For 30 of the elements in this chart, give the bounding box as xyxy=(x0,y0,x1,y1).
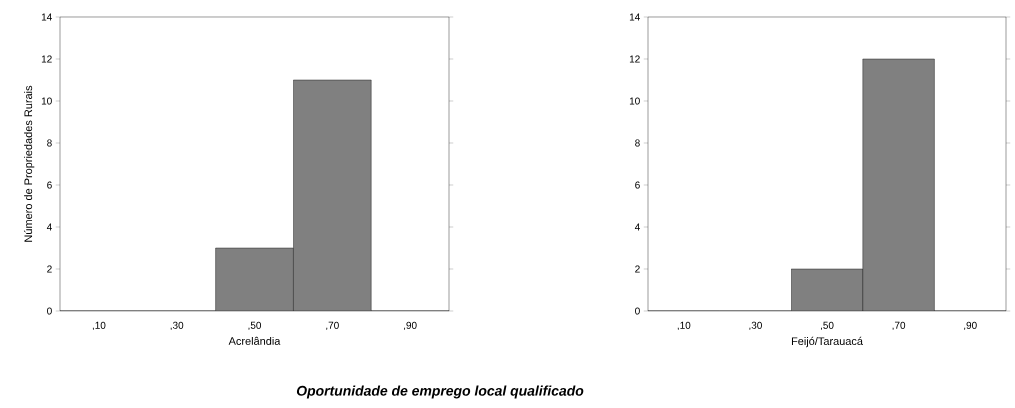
x-tick-label: ,90 xyxy=(404,321,417,331)
y-tick-label: 4 xyxy=(634,223,640,231)
x-tick-label: ,50 xyxy=(820,321,834,331)
y-tick-label: 6 xyxy=(47,181,52,189)
y-tick-label: 14 xyxy=(41,13,52,21)
x-tick-label: ,30 xyxy=(749,321,762,331)
y-tick-label: 10 xyxy=(629,97,640,105)
x-tick-label: ,70 xyxy=(326,321,339,331)
x-tick-label: ,90 xyxy=(964,321,977,331)
text: Oportunidade de emprego local qualificado xyxy=(296,385,584,399)
y-axis-title: Número de Propriedades Rurais xyxy=(23,85,35,242)
y-tick-label: 12 xyxy=(41,55,52,63)
y-tick-label: 8 xyxy=(635,139,640,147)
y-tick-label: 2 xyxy=(47,265,52,273)
x-axis-title: Feijó/Tarauacá xyxy=(791,336,863,348)
x-tick-label: ,70 xyxy=(892,321,906,331)
y-tick-label: 2 xyxy=(635,265,640,273)
x-axis-title: Acrelândia xyxy=(228,336,281,345)
x-tick-label: ,10 xyxy=(92,321,106,331)
y-tick-label: 6 xyxy=(635,181,640,189)
y-tick-label: 8 xyxy=(47,139,52,147)
y-tick-label: 12 xyxy=(629,55,640,63)
y-tick-label: 0 xyxy=(47,307,52,315)
x-tick-label: ,10 xyxy=(677,321,691,331)
y-tick-label: 10 xyxy=(41,97,52,105)
x-tick-label: ,30 xyxy=(170,321,184,331)
x-tick-label: ,50 xyxy=(248,321,262,331)
y-tick-label: 14 xyxy=(629,13,640,21)
y-tick-label: 0 xyxy=(635,307,640,315)
y-tick-label: 4 xyxy=(46,223,52,231)
